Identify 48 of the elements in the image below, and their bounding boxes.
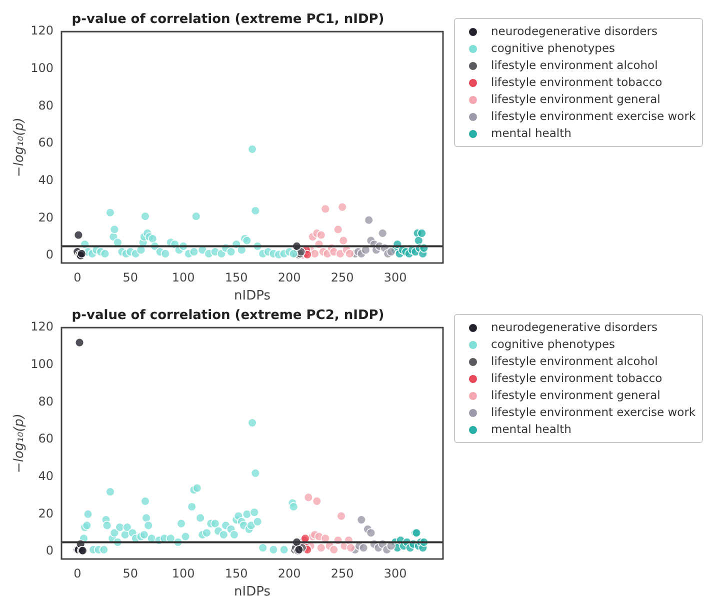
- legend-label: cognitive phenotypes: [491, 336, 616, 353]
- y-tick-label: 60: [38, 136, 54, 150]
- x-tick-label: 100: [172, 270, 195, 284]
- legend-label: lifestyle environment exercise work: [491, 108, 696, 125]
- legend-label: cognitive phenotypes: [491, 40, 616, 57]
- x-tick-label: 0: [74, 566, 82, 580]
- chart-title: p-value of correlation (extreme PC2, nIDP): [72, 308, 384, 324]
- chart-title: p-value of correlation (extreme PC1, nIDP): [72, 12, 384, 28]
- x-tick-label: 250: [330, 270, 354, 284]
- x-tick-label: 150: [224, 566, 248, 580]
- y-tick-label: 80: [38, 394, 54, 408]
- y-axis-title: −log₁₀(p): [12, 414, 28, 474]
- y-tick-label: 100: [30, 357, 54, 372]
- legend-label: mental health: [491, 125, 572, 142]
- y-tick-label: 0: [46, 248, 54, 262]
- x-tick-label: 50: [122, 270, 138, 284]
- y-tick-label: 120: [30, 320, 54, 334]
- legend-label: neurodegenerative disorders: [491, 319, 658, 336]
- legend-label: lifestyle environment general: [491, 91, 660, 108]
- legend-label: lifestyle environment tobacco: [491, 370, 662, 387]
- legend-label: lifestyle environment tobacco: [491, 74, 662, 91]
- legend-label: lifestyle environment exercise work: [491, 404, 696, 421]
- y-tick-label: 0: [46, 544, 54, 558]
- x-tick-label: 300: [384, 566, 407, 580]
- y-tick-label: 100: [30, 61, 54, 76]
- x-tick-label: 200: [278, 270, 301, 284]
- legend-label: neurodegenerative disorders: [491, 23, 658, 40]
- y-axis-title: −log₁₀(p): [12, 118, 28, 178]
- legend-label: lifestyle environment alcohol: [491, 57, 658, 74]
- x-axis-title: nIDPs: [234, 584, 271, 600]
- y-tick-label: 60: [38, 432, 54, 446]
- legend-label: lifestyle environment alcohol: [491, 353, 658, 370]
- x-tick-label: 200: [278, 566, 301, 580]
- legend-label: mental health: [491, 421, 572, 438]
- y-tick-label: 20: [38, 506, 54, 520]
- x-tick-label: 50: [122, 566, 138, 580]
- x-axis-title: nIDPs: [234, 288, 271, 304]
- y-tick-label: 120: [30, 24, 54, 38]
- y-tick-label: 40: [38, 173, 54, 188]
- y-tick-label: 40: [38, 469, 54, 484]
- y-tick-label: 20: [38, 210, 54, 224]
- x-tick-label: 300: [384, 270, 407, 284]
- x-tick-label: 0: [74, 270, 82, 284]
- x-tick-label: 250: [330, 566, 354, 580]
- x-tick-label: 100: [172, 566, 195, 580]
- y-tick-label: 80: [38, 98, 54, 112]
- x-tick-label: 150: [224, 270, 248, 284]
- legend-label: lifestyle environment general: [491, 387, 660, 404]
